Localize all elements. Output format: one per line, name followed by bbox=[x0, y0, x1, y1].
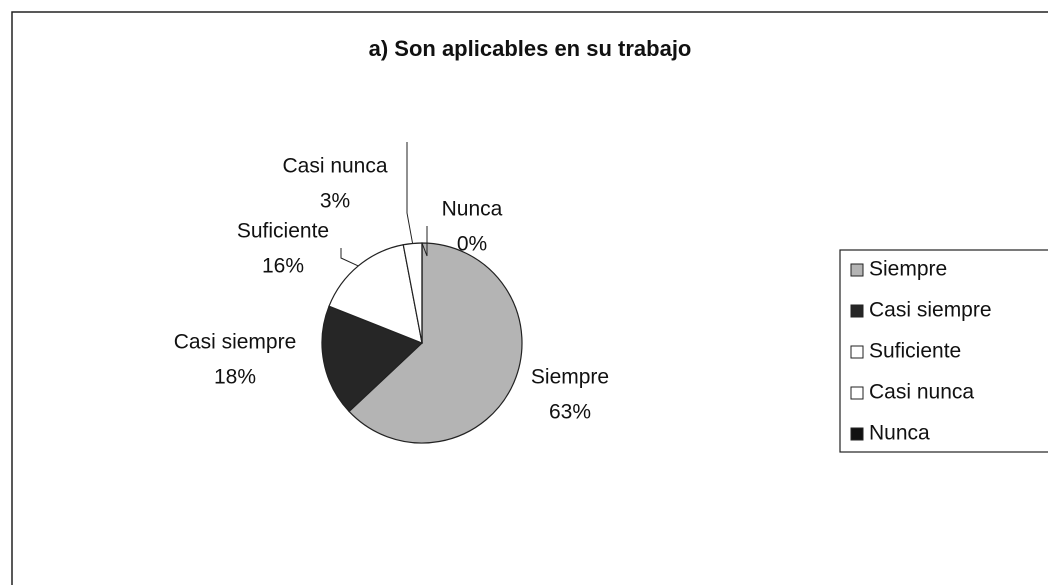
legend-label: Casi nunca bbox=[869, 381, 974, 404]
chart-title: a) Son aplicables en su trabajo bbox=[369, 36, 692, 61]
data-label: Suficiente bbox=[237, 220, 329, 243]
legend-box bbox=[839, 249, 1048, 453]
pie-slice bbox=[328, 244, 423, 344]
pie-slice bbox=[348, 242, 523, 444]
legend-label: Suficiente bbox=[869, 340, 961, 363]
leader-line bbox=[406, 142, 414, 244]
leader-line bbox=[421, 226, 428, 257]
legend-label: Siempre bbox=[869, 258, 947, 281]
data-label: Casi nunca bbox=[282, 155, 387, 178]
data-label: 3% bbox=[320, 190, 350, 213]
legend-label: Casi siempre bbox=[869, 299, 992, 322]
data-label: Nunca bbox=[442, 198, 503, 221]
legend-swatch bbox=[850, 304, 864, 318]
data-label: 0% bbox=[457, 233, 487, 256]
legend-swatch bbox=[850, 263, 864, 277]
legend-label: Nunca bbox=[869, 422, 930, 445]
legend-swatch bbox=[850, 345, 864, 359]
data-label: Casi siempre bbox=[174, 331, 297, 354]
pie-slice bbox=[321, 305, 424, 413]
legend-swatch bbox=[850, 427, 864, 441]
data-label: 16% bbox=[262, 255, 304, 278]
data-label: Siempre bbox=[531, 366, 609, 389]
legend-swatch bbox=[850, 386, 864, 400]
data-label: 18% bbox=[214, 366, 256, 389]
leader-line bbox=[340, 248, 359, 267]
data-label: 63% bbox=[549, 401, 591, 424]
